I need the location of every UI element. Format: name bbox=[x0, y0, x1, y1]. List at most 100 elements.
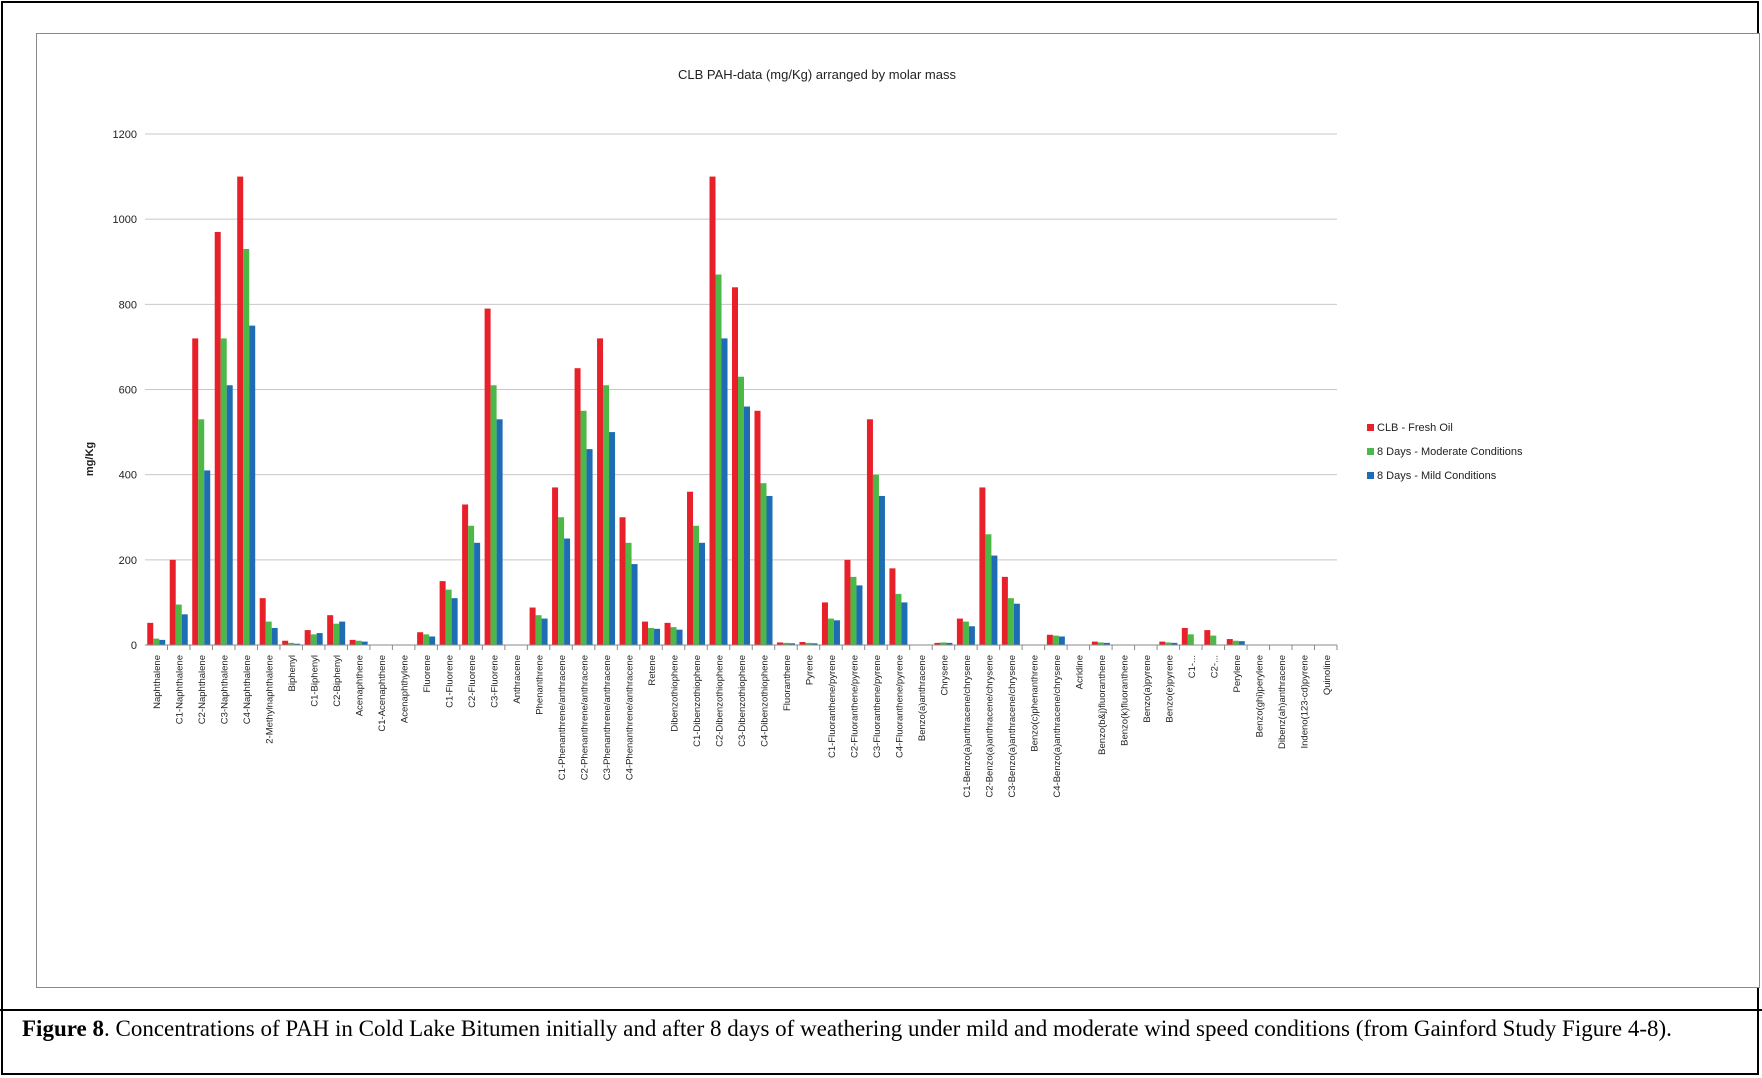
x-tick-label: Anthracene bbox=[512, 655, 523, 704]
bar bbox=[1058, 636, 1065, 645]
legend-swatch bbox=[1367, 424, 1374, 431]
x-tick-label: C1-Fluorene bbox=[445, 655, 456, 708]
bar bbox=[878, 495, 885, 645]
bar bbox=[850, 576, 857, 645]
bar bbox=[670, 627, 677, 645]
bar bbox=[1103, 642, 1110, 645]
bar bbox=[259, 598, 266, 645]
bar bbox=[811, 643, 818, 645]
bar bbox=[237, 176, 244, 646]
bar bbox=[529, 607, 536, 645]
legend-entry: 8 Days - Mild Conditions bbox=[1377, 470, 1497, 482]
x-tick-label: Acenaphthene bbox=[355, 655, 366, 716]
bar bbox=[1007, 598, 1014, 645]
x-tick-label: C1-Dibenzothiophene bbox=[692, 655, 703, 747]
bar bbox=[709, 176, 716, 646]
bar bbox=[1187, 634, 1194, 645]
bar bbox=[619, 517, 626, 645]
legend-swatch bbox=[1367, 448, 1374, 455]
gridlines bbox=[145, 133, 1337, 561]
bar bbox=[535, 615, 542, 645]
bar bbox=[423, 634, 430, 645]
bar bbox=[1091, 641, 1098, 645]
bar bbox=[159, 639, 166, 645]
bar bbox=[648, 627, 655, 645]
y-tick-label: 1200 bbox=[113, 129, 137, 141]
y-tick-label: 400 bbox=[119, 470, 137, 482]
bar bbox=[574, 368, 581, 645]
x-tick-label: C1-Fluoranthene/pyrene bbox=[827, 655, 838, 758]
caption-divider bbox=[0, 1009, 1762, 1011]
bars bbox=[147, 176, 1245, 646]
x-tick-label: Phenanthrene bbox=[535, 655, 546, 715]
bar bbox=[243, 248, 250, 645]
bar bbox=[310, 634, 317, 645]
bar bbox=[732, 287, 738, 645]
x-tick-label: Benzo(c)phenanthrene bbox=[1029, 655, 1040, 752]
x-tick-label: Benzo(k)fluoranthene bbox=[1119, 655, 1130, 746]
bar bbox=[821, 602, 828, 645]
x-tick-label: Fluoranthene bbox=[782, 655, 793, 711]
bar bbox=[417, 632, 424, 645]
x-tick-label: C3-Fluoranthene/pyrene bbox=[872, 655, 883, 758]
legend-entry: 8 Days - Moderate Conditions bbox=[1377, 446, 1523, 458]
y-tick-label: 1000 bbox=[113, 214, 137, 226]
bar bbox=[991, 555, 998, 645]
bar bbox=[872, 474, 879, 645]
bar bbox=[1171, 642, 1178, 645]
bar bbox=[349, 639, 356, 645]
bar bbox=[552, 487, 559, 645]
x-tick-label: Acridine bbox=[1074, 655, 1085, 689]
x-tick-label: C1-Naphthalene bbox=[175, 655, 186, 724]
bar bbox=[580, 410, 587, 645]
bar bbox=[445, 589, 452, 645]
bar bbox=[147, 622, 154, 645]
x-tick-label: C1-... bbox=[1187, 655, 1198, 678]
bar bbox=[1204, 630, 1211, 645]
x-tick-label: C4-Dibenzothiophene bbox=[759, 655, 770, 747]
bar bbox=[676, 629, 683, 645]
x-tick-label: 2-Methylnaphthalene bbox=[265, 655, 276, 744]
legend-entry: CLB - Fresh Oil bbox=[1377, 422, 1453, 434]
chart-area: 0 200 400 600 800 1000 1200 Naphthalene C1-Napht… bbox=[36, 33, 1760, 988]
x-tick-label: Retene bbox=[647, 655, 658, 686]
x-tick-label: C4-Phenanthrene/anthracene bbox=[625, 655, 636, 780]
x-tick-label: Chrysene bbox=[939, 655, 950, 696]
bar bbox=[985, 534, 992, 645]
bar bbox=[788, 643, 795, 645]
bar bbox=[693, 525, 700, 645]
bar bbox=[664, 622, 671, 645]
bar bbox=[204, 470, 211, 645]
bar bbox=[962, 621, 969, 645]
bar bbox=[699, 542, 706, 645]
bar bbox=[558, 517, 565, 645]
bar bbox=[1210, 635, 1217, 645]
bar bbox=[1165, 642, 1172, 645]
x-tick-label: Benzo(a)anthracene bbox=[917, 655, 928, 741]
x-tick-label: Indeno(123-cd)pyrene bbox=[1299, 655, 1310, 748]
bar bbox=[738, 376, 744, 645]
x-tick-label: C2-Phenanthrene/anthracene bbox=[580, 655, 591, 780]
x-tick-label: C2-Fluoranthene/pyrene bbox=[849, 655, 860, 758]
bar bbox=[715, 274, 722, 645]
x-tick-label: Benzo(ghi)perylene bbox=[1254, 655, 1265, 737]
bar bbox=[214, 231, 221, 646]
bar bbox=[1226, 639, 1233, 645]
bar bbox=[754, 410, 761, 645]
bar bbox=[1097, 642, 1104, 645]
bar bbox=[355, 640, 362, 645]
axes: 0 200 400 600 800 1000 1200 Naphthalene C1-Napht… bbox=[113, 129, 1338, 798]
bar bbox=[192, 338, 199, 645]
bar bbox=[288, 642, 295, 645]
x-tick-label: C2-Biphenyl bbox=[332, 655, 343, 707]
x-tick-label: C3-Benzo(a)anthracene/chrysene bbox=[1007, 655, 1018, 798]
legend: CLB - Fresh Oil 8 Days - Moderate Conditi… bbox=[1367, 422, 1523, 482]
bar bbox=[468, 525, 475, 645]
bar bbox=[766, 495, 773, 645]
bar bbox=[484, 308, 491, 645]
x-tick-label: Benzo(b&j)fluoranthene bbox=[1097, 655, 1108, 755]
x-tick-label: Benzo(a)pyrene bbox=[1142, 655, 1153, 723]
bar bbox=[361, 641, 368, 645]
x-tick-label: C2-Naphthalene bbox=[197, 655, 208, 724]
bar bbox=[339, 621, 346, 645]
